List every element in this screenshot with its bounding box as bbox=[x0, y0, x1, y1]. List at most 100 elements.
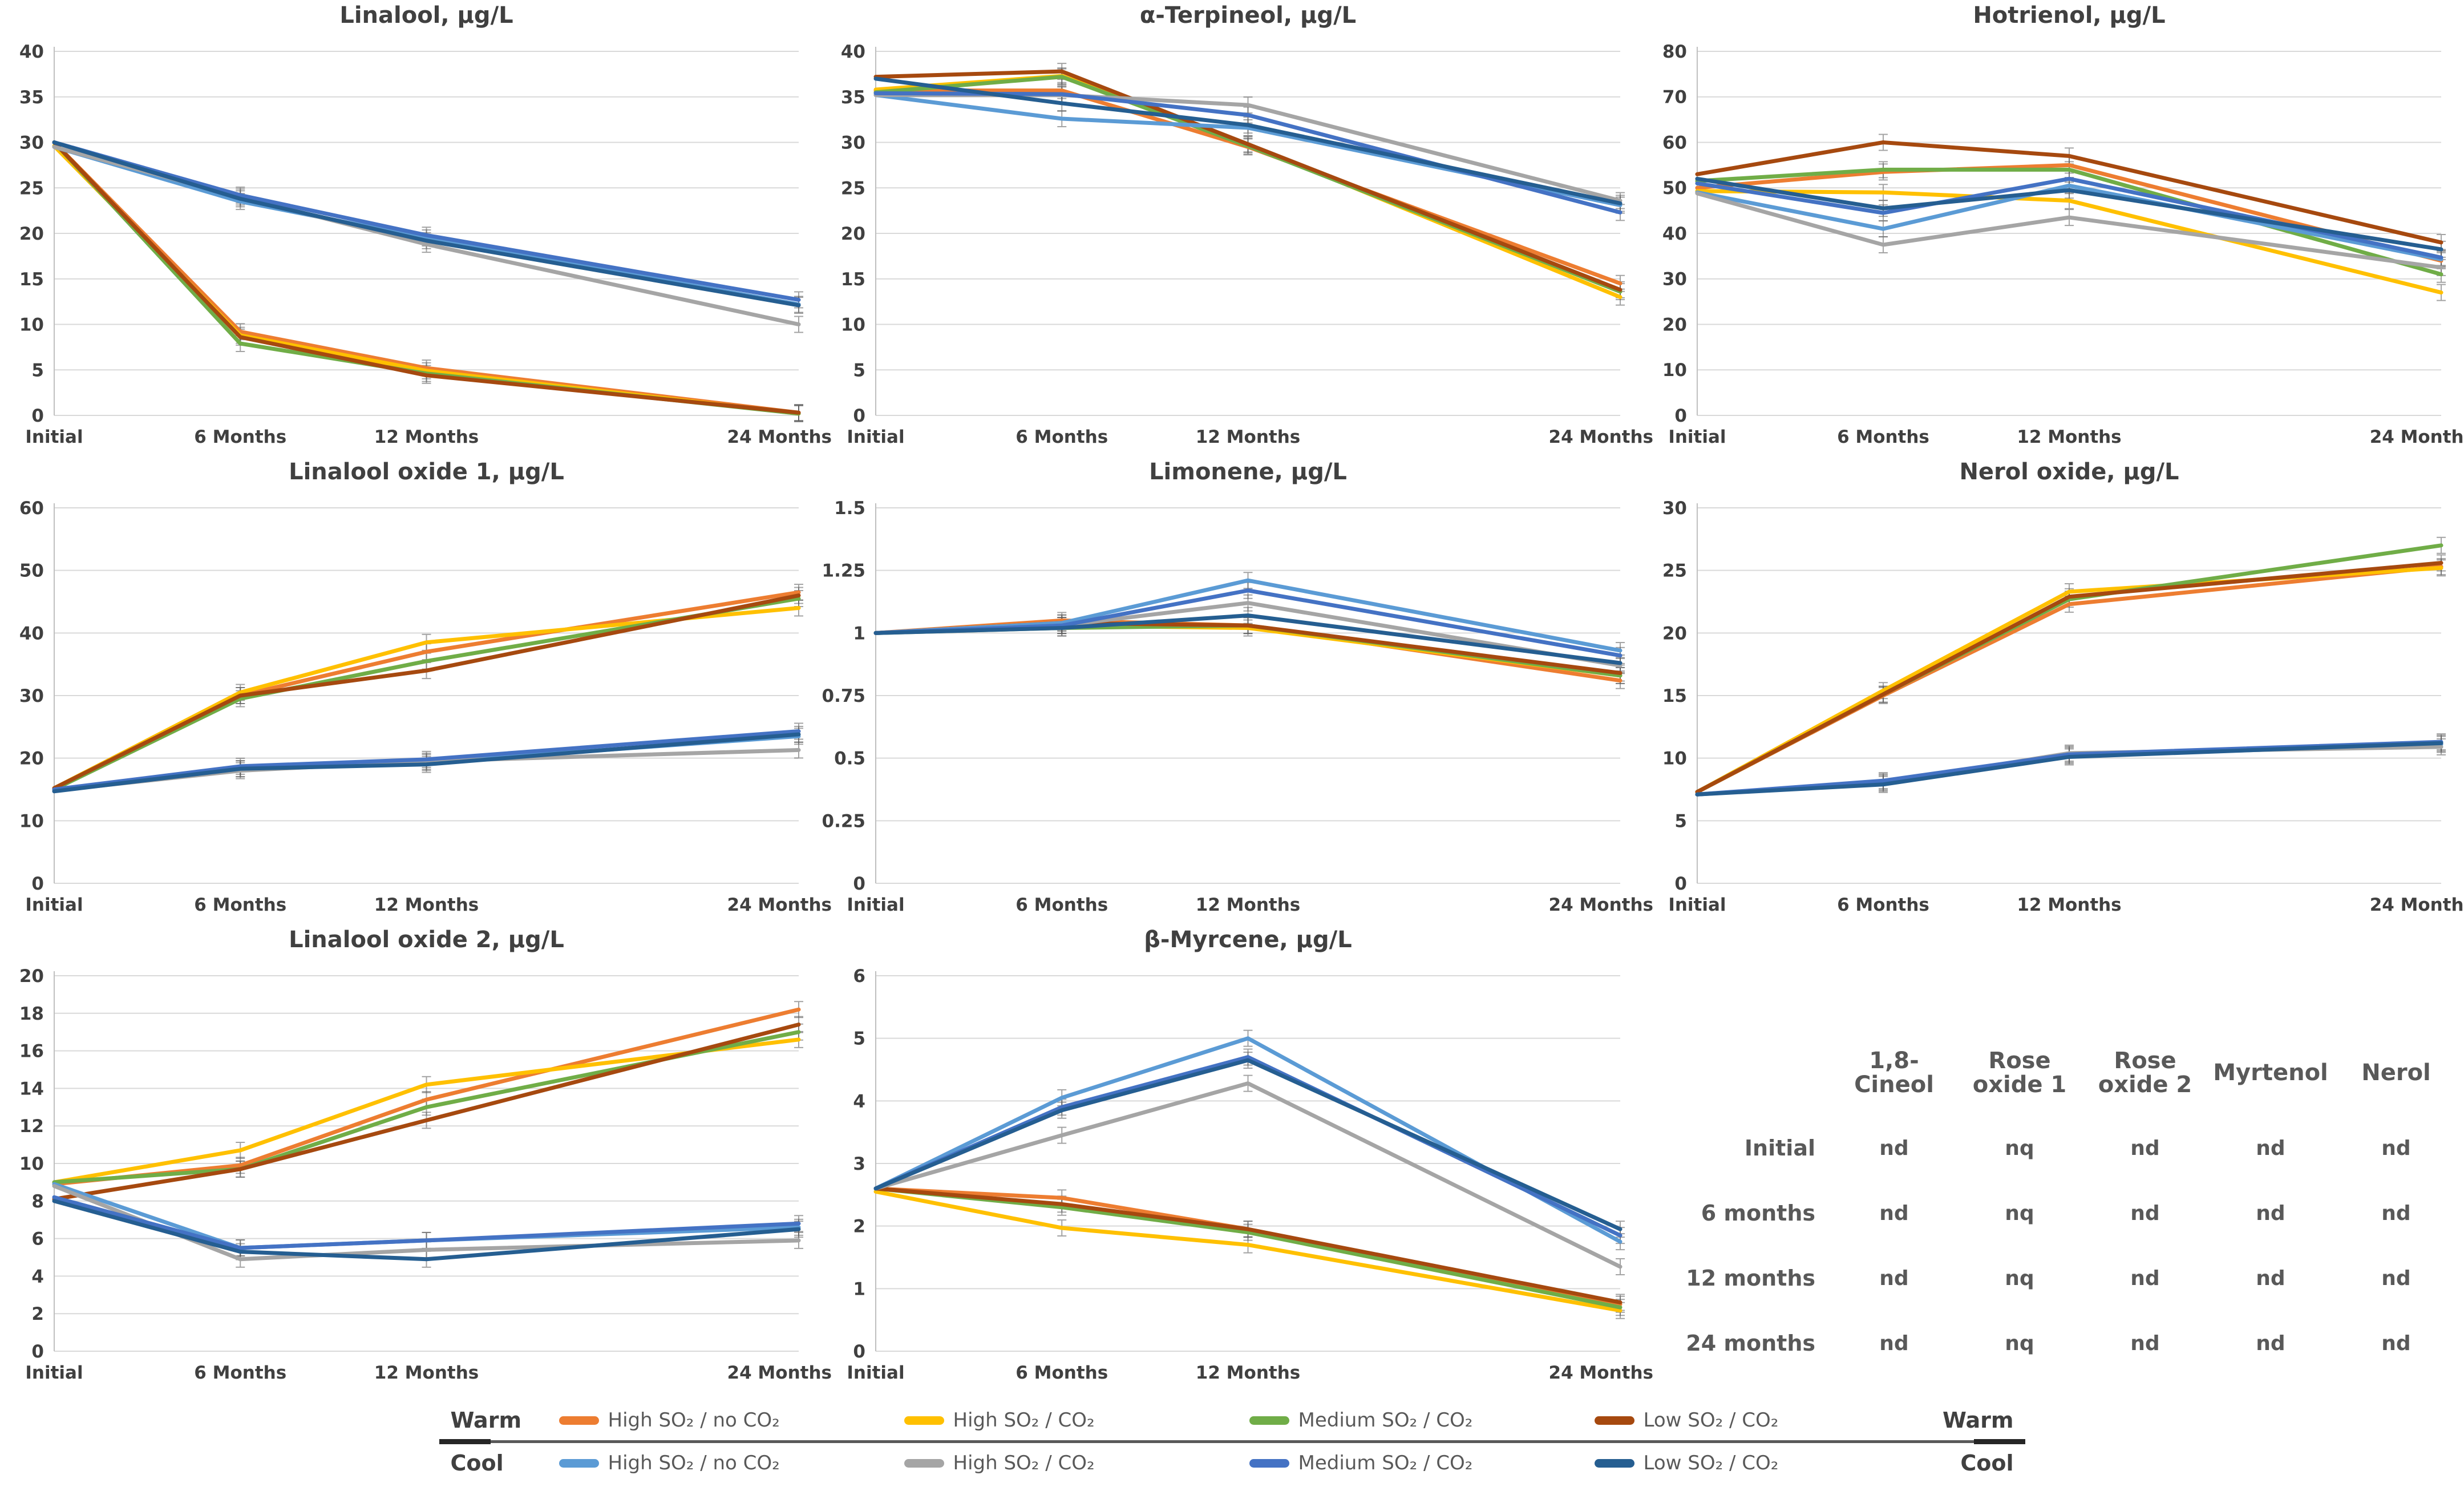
x-tick-label: 6 Months bbox=[1837, 895, 1929, 915]
nd-compounds-table-wrap: 1,8-Cineol Rose oxide 1 Rose oxide 2 Myrten… bbox=[1677, 1030, 2459, 1376]
y-tick-label: 0.25 bbox=[822, 811, 866, 831]
table-cell-value: nq bbox=[2005, 1201, 2034, 1225]
table-col-header-1: Rose oxide 1 bbox=[1972, 1048, 2067, 1098]
table-cell-value: nd bbox=[2381, 1331, 2411, 1355]
chart-title: Limonene, µg/L bbox=[1149, 459, 1347, 485]
y-tick-label: 12 bbox=[19, 1116, 44, 1137]
chart-linalool: 0 5 10 15 20 25 30 35 40 Linalool, µg/L Initial 6 M… bbox=[0, 0, 832, 456]
chart-beta-myrcene: 0 1 2 3 4 5 6 β-Myrcene, µg/L Initial 6 Months 12 … bbox=[822, 924, 1653, 1392]
series-line-cool_high_no_co2 bbox=[873, 93, 1623, 208]
y-tick-label: 70 bbox=[1662, 87, 1687, 108]
table-cell-value: nq bbox=[2005, 1136, 2034, 1160]
series-line-warm_medium_co2 bbox=[52, 140, 801, 416]
legend-entry-cool_medium_co2: Medium SO₂ / CO₂ bbox=[1249, 1452, 1560, 1474]
series-line-warm_low_co2 bbox=[873, 1186, 1623, 1304]
y-tick-label: 50 bbox=[19, 561, 44, 581]
series-line-cool_medium_co2 bbox=[52, 729, 801, 791]
series-line-cool_low_co2 bbox=[52, 1199, 801, 1262]
chart-linalool-oxide-2: 0 2 4 6 8 10 12 14 16 18 20 Linalool oxide 2, µg/L I… bbox=[0, 924, 832, 1392]
legend-entry-warm_medium_co2: Medium SO₂ / CO₂ bbox=[1249, 1409, 1560, 1432]
legend-entry-warm_high_co2: High SO₂ / CO₂ bbox=[904, 1409, 1215, 1432]
nd-compounds-panel: 1,8-Cineol Rose oxide 1 Rose oxide 2 Myrten… bbox=[1643, 924, 2464, 1392]
y-tick-label: 4 bbox=[31, 1266, 44, 1287]
legend-swatch-cool_low_co2-icon bbox=[1594, 1458, 1634, 1468]
y-tick-label: 6 bbox=[853, 966, 865, 987]
chart-title: Linalool, µg/L bbox=[339, 2, 513, 29]
table-cell-value: nd bbox=[2381, 1266, 2411, 1290]
y-tick-label: 0.5 bbox=[834, 749, 865, 769]
legend-entry-label: High SO₂ / CO₂ bbox=[953, 1409, 1095, 1432]
series-line-cool_medium_co2 bbox=[52, 140, 801, 302]
x-tick-label: 24 Months bbox=[1549, 895, 1654, 915]
x-tick-label: 6 Months bbox=[194, 895, 286, 915]
table-cell-value: nd bbox=[2381, 1136, 2411, 1160]
table-cell-value: nd bbox=[2256, 1266, 2285, 1290]
chart-linalool-plot: 0 5 10 15 20 25 30 35 40 Linalool, µg/L Initial 6 M… bbox=[19, 2, 832, 447]
y-tick-label: 40 bbox=[19, 623, 44, 644]
legend-swatch-cool_high_co2-icon bbox=[904, 1458, 944, 1468]
chart-hotrienol: 0 10 20 30 40 50 60 70 80 Hotrienol, µg/L Initial 6… bbox=[1643, 0, 2464, 456]
y-tick-label: 80 bbox=[1662, 42, 1687, 62]
table-cell-value: nd bbox=[2130, 1331, 2160, 1355]
chart-title: Nerol oxide, µg/L bbox=[1959, 459, 2179, 485]
y-tick-label: 2 bbox=[853, 1217, 865, 1237]
table-cell-value: nd bbox=[1879, 1201, 1909, 1225]
x-tick-label: 24 Months bbox=[727, 895, 832, 915]
legend-warm-label-left: Warm bbox=[450, 1408, 522, 1433]
y-tick-label: 5 bbox=[853, 1029, 865, 1049]
y-tick-label: 25 bbox=[841, 178, 865, 199]
y-tick-label: 30 bbox=[1662, 269, 1687, 290]
y-tick-label: 1.25 bbox=[822, 561, 866, 581]
y-tick-label: 16 bbox=[19, 1041, 44, 1062]
legend-entry-warm_low_co2: Low SO₂ / CO₂ bbox=[1594, 1409, 1905, 1432]
y-tick-label: 30 bbox=[1662, 498, 1687, 519]
table-row-header: 6 months bbox=[1701, 1201, 1815, 1226]
y-tick-label: 35 bbox=[841, 87, 865, 108]
series-line-warm_low_co2 bbox=[1695, 140, 2443, 245]
y-tick-label: 30 bbox=[841, 133, 865, 153]
series-line-cool_low_co2 bbox=[52, 140, 801, 308]
legend-entry-label: High SO₂ / CO₂ bbox=[953, 1452, 1095, 1474]
chart-alpha-terpineol-plot: 0 5 10 15 20 25 30 35 40 α-Terpineol, µg/L Initial… bbox=[841, 2, 1653, 447]
table-row: 24 months nd nq nd nd nd bbox=[1677, 1311, 2459, 1376]
y-tick-label: 60 bbox=[19, 498, 44, 519]
legend-entry-cool_low_co2: Low SO₂ / CO₂ bbox=[1594, 1452, 1905, 1474]
legend-swatch-warm_high_co2-icon bbox=[904, 1416, 944, 1425]
series-line-cool_medium_co2 bbox=[52, 1195, 801, 1250]
x-tick-label: 6 Months bbox=[194, 1363, 286, 1383]
series-line-warm_high_co2 bbox=[52, 1037, 801, 1185]
table-row: 12 months nd nq nd nd nd bbox=[1677, 1246, 2459, 1311]
series-line-cool_low_co2 bbox=[873, 76, 1623, 205]
table-row: Initial nd nq nd nd nd bbox=[1677, 1116, 2459, 1181]
legend-swatch-cool_high_no_co2-icon bbox=[559, 1458, 599, 1468]
x-tick-label: Initial bbox=[847, 1363, 904, 1383]
y-tick-label: 0 bbox=[853, 406, 865, 426]
series-line-cool_high_no_co2 bbox=[873, 1036, 1623, 1244]
y-tick-label: 0.75 bbox=[822, 686, 866, 706]
series-line-warm_high_co2 bbox=[873, 1189, 1623, 1313]
x-tick-label: Initial bbox=[1668, 427, 1726, 447]
x-tick-label: 24 Months bbox=[1549, 427, 1654, 447]
x-tick-label: 6 Months bbox=[1015, 427, 1108, 447]
chart-limonene-plot: 0 0.25 0.5 0.75 1 1.25 1.5 Limonene, µg/L Initia… bbox=[822, 459, 1654, 915]
table-cell-value: nd bbox=[2381, 1201, 2411, 1225]
y-tick-label: 15 bbox=[1662, 686, 1687, 706]
y-tick-label: 1.5 bbox=[834, 498, 865, 519]
series-line-cool_low_co2 bbox=[873, 613, 1623, 665]
x-tick-label: 24 Months bbox=[2370, 427, 2464, 447]
chart-linalool-oxide-1: 0 10 20 30 40 50 60 Linalool oxide 1, µg/L Initi… bbox=[0, 456, 832, 924]
y-tick-label: 10 bbox=[841, 315, 865, 336]
y-tick-label: 10 bbox=[19, 811, 44, 831]
y-tick-label: 3 bbox=[853, 1154, 865, 1174]
y-tick-label: 20 bbox=[19, 966, 44, 987]
series-line-warm_low_co2 bbox=[52, 140, 801, 415]
x-tick-label: Initial bbox=[25, 1363, 83, 1383]
y-tick-label: 30 bbox=[19, 686, 44, 706]
y-tick-label: 50 bbox=[1662, 178, 1687, 199]
table-cell-value: nd bbox=[1879, 1331, 1909, 1355]
x-tick-label: 24 Months bbox=[727, 1363, 832, 1383]
chart-title: Linalool oxide 2, µg/L bbox=[289, 927, 564, 953]
series-line-cool_high_co2 bbox=[873, 1081, 1623, 1269]
legend-entry-cool_high_co2: High SO₂ / CO₂ bbox=[904, 1452, 1215, 1474]
y-tick-label: 0 bbox=[853, 874, 865, 894]
